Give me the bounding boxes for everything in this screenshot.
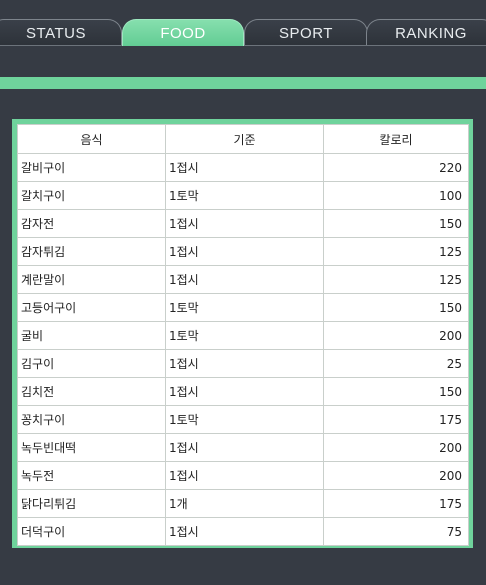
tab-status[interactable]: STATUS: [0, 19, 122, 46]
cell-calories: 150: [323, 209, 469, 238]
cell-food: 녹두전: [17, 461, 166, 490]
cell-standard: 1접시: [165, 349, 324, 378]
cell-calories: 125: [323, 237, 469, 266]
cell-food: 감자전: [17, 209, 166, 238]
header-food[interactable]: 음식: [17, 124, 166, 154]
cell-calories: 200: [323, 321, 469, 350]
cell-standard: 1접시: [165, 237, 324, 266]
accent-bar: [0, 77, 486, 89]
table-row[interactable]: 김치전 1접시 150: [17, 377, 469, 406]
cell-standard: 1접시: [165, 461, 324, 490]
cell-calories: 150: [323, 377, 469, 406]
cell-food: 감자튀김: [17, 237, 166, 266]
header-standard[interactable]: 기준: [165, 124, 324, 154]
table-row[interactable]: 계란말이 1접시 125: [17, 265, 469, 294]
table-row[interactable]: 감자전 1접시 150: [17, 209, 469, 238]
cell-calories: 175: [323, 489, 469, 518]
header-calories[interactable]: 칼로리: [323, 124, 469, 154]
cell-food: 김치전: [17, 377, 166, 406]
table-header-row: 음식 기준 칼로리: [17, 124, 469, 154]
table-row[interactable]: 김구이 1접시 25: [17, 349, 469, 378]
cell-calories: 100: [323, 181, 469, 210]
food-calorie-table: 음식 기준 칼로리 갈비구이 1접시 220 갈치구이 1토막 100 감자전 1접시 150 감…: [17, 124, 469, 546]
table-row[interactable]: 꽁치구이 1토막 175: [17, 405, 469, 434]
cell-calories: 150: [323, 293, 469, 322]
cell-calories: 125: [323, 265, 469, 294]
cell-standard: 1토막: [165, 293, 324, 322]
tab-ranking[interactable]: RANKING: [366, 19, 486, 46]
tab-sport[interactable]: SPORT: [244, 19, 368, 46]
food-table-frame: 음식 기준 칼로리 갈비구이 1접시 220 갈치구이 1토막 100 감자전 1접시 150 감…: [12, 119, 473, 548]
cell-standard: 1토막: [165, 405, 324, 434]
table-row[interactable]: 녹두빈대떡 1접시 200: [17, 433, 469, 462]
cell-standard: 1접시: [165, 209, 324, 238]
tab-bar: STATUS SPORT RANKING FOOD: [0, 0, 486, 46]
table-row[interactable]: 고등어구이 1토막 150: [17, 293, 469, 322]
tab-food[interactable]: FOOD: [122, 19, 244, 46]
cell-food: 더덕구이: [17, 517, 166, 546]
table-row[interactable]: 굴비 1토막 200: [17, 321, 469, 350]
cell-food: 갈비구이: [17, 153, 166, 182]
table-row[interactable]: 더덕구이 1접시 75: [17, 517, 469, 546]
cell-standard: 1접시: [165, 433, 324, 462]
cell-food: 녹두빈대떡: [17, 433, 166, 462]
table-row[interactable]: 녹두전 1접시 200: [17, 461, 469, 490]
cell-food: 김구이: [17, 349, 166, 378]
cell-food: 굴비: [17, 321, 166, 350]
table-row[interactable]: 갈치구이 1토막 100: [17, 181, 469, 210]
cell-standard: 1토막: [165, 181, 324, 210]
cell-food: 닭다리튀김: [17, 489, 166, 518]
cell-standard: 1접시: [165, 153, 324, 182]
cell-standard: 1토막: [165, 321, 324, 350]
cell-standard: 1접시: [165, 377, 324, 406]
cell-calories: 220: [323, 153, 469, 182]
table-row[interactable]: 갈비구이 1접시 220: [17, 153, 469, 182]
cell-calories: 200: [323, 461, 469, 490]
cell-calories: 75: [323, 517, 469, 546]
table-row[interactable]: 닭다리튀김 1개 175: [17, 489, 469, 518]
cell-standard: 1개: [165, 489, 324, 518]
cell-standard: 1접시: [165, 517, 324, 546]
cell-standard: 1접시: [165, 265, 324, 294]
cell-food: 꽁치구이: [17, 405, 166, 434]
cell-calories: 25: [323, 349, 469, 378]
cell-food: 갈치구이: [17, 181, 166, 210]
cell-calories: 175: [323, 405, 469, 434]
table-row[interactable]: 감자튀김 1접시 125: [17, 237, 469, 266]
cell-calories: 200: [323, 433, 469, 462]
cell-food: 계란말이: [17, 265, 166, 294]
cell-food: 고등어구이: [17, 293, 166, 322]
